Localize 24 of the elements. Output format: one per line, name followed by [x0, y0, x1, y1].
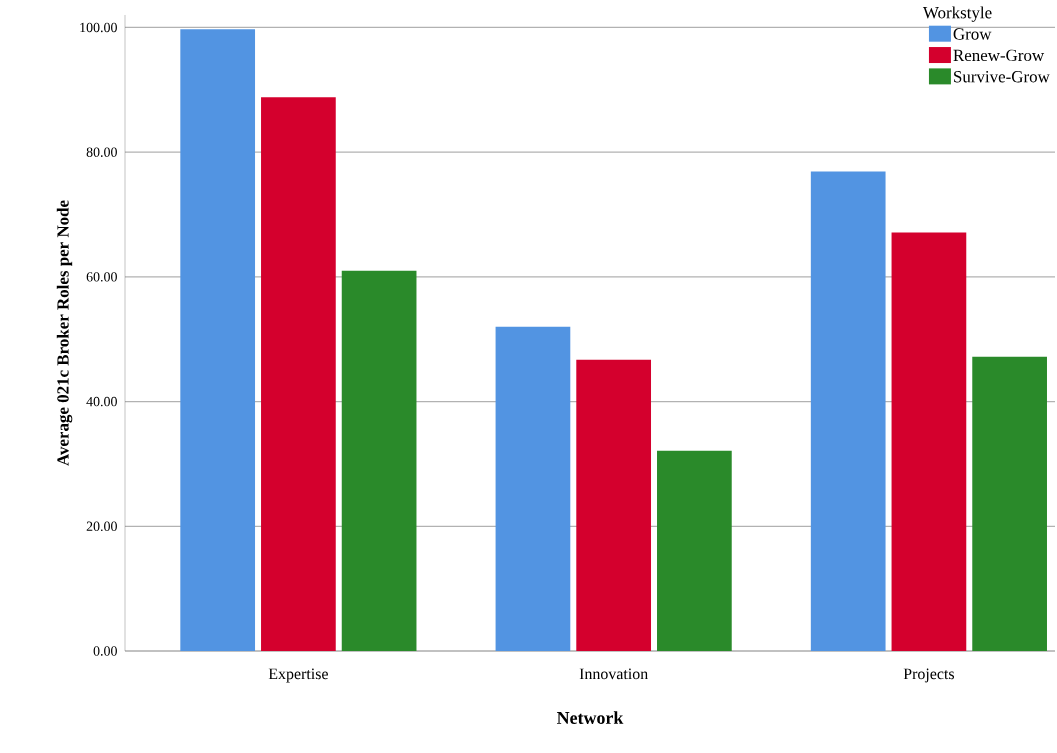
- bar: [972, 356, 1047, 651]
- bar: [891, 232, 967, 651]
- y-tick-label: 0.00: [93, 646, 117, 656]
- y-tick-label: 80.00: [86, 147, 117, 157]
- bar: [657, 450, 732, 651]
- bar: [261, 97, 336, 651]
- x-axis-title: Network: [556, 711, 624, 724]
- legend-label: Renew-Grow: [953, 49, 1045, 62]
- legend-label: Grow: [953, 28, 992, 40]
- x-tick-label: Expertise: [268, 668, 328, 683]
- bar: [495, 326, 571, 651]
- x-tick-label: Innovation: [579, 668, 648, 680]
- y-tick-label: 20.00: [86, 521, 117, 532]
- y-axis-title: Average 021c Broker Roles per Node: [56, 200, 73, 466]
- bar: [810, 171, 886, 651]
- legend-label: Survive-Grow: [954, 71, 1050, 83]
- y-tick-label: 100.00: [80, 22, 117, 33]
- y-tick-label: 40.00: [86, 396, 117, 407]
- y-tick-label: 60.00: [86, 272, 117, 282]
- bar: [576, 359, 652, 651]
- bar: [180, 29, 256, 651]
- bar: [341, 270, 417, 651]
- x-tick-label: Projects: [903, 668, 955, 683]
- legend-title: Workstyle: [922, 6, 992, 22]
